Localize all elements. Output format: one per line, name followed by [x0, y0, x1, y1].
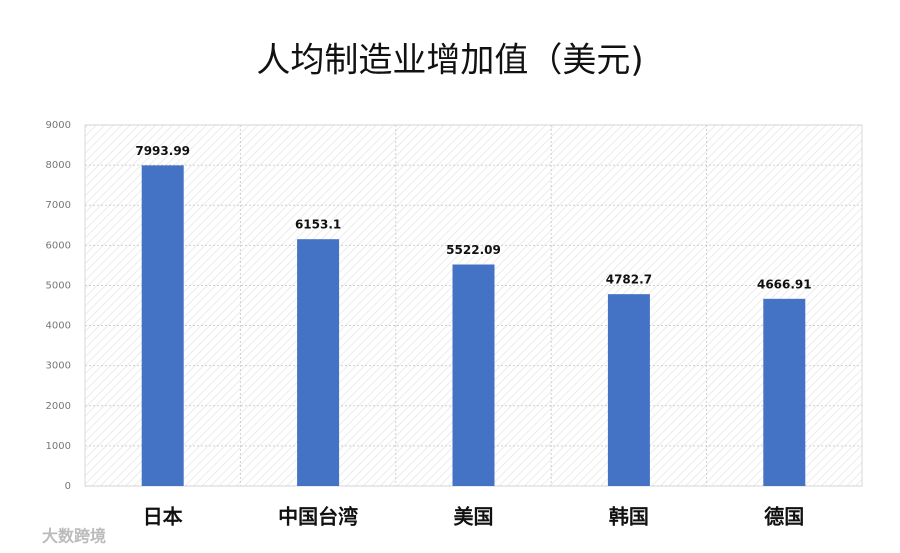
y-tick-label: 9000: [46, 120, 71, 131]
y-tick-label: 4000: [46, 321, 71, 332]
x-tick-label: 美国: [454, 505, 494, 529]
y-tick-label: 8000: [46, 160, 71, 171]
value-label: 4782.7: [606, 273, 652, 287]
x-tick-label: 德国: [764, 505, 804, 529]
chart-title: 人均制造业增加值（美元): [256, 41, 643, 81]
y-tick-label: 1000: [46, 441, 71, 452]
y-tick-label: 7000: [46, 200, 71, 211]
value-label: 4666.91: [757, 277, 812, 291]
bar: [452, 264, 495, 486]
value-label: 7993.99: [135, 144, 190, 158]
y-tick-label: 6000: [46, 240, 71, 251]
y-tick-label: 3000: [46, 361, 71, 372]
x-tick-label: 中国台湾: [278, 505, 358, 529]
value-label: 5522.09: [446, 243, 501, 257]
bar: [297, 239, 340, 486]
bar: [763, 298, 806, 486]
value-label: 6153.1: [295, 218, 341, 232]
watermark: 大数跨境: [42, 527, 106, 546]
x-tick-label: 日本: [143, 505, 183, 529]
bar: [607, 294, 650, 486]
y-tick-label: 5000: [46, 280, 71, 291]
y-tick-label: 0: [65, 481, 71, 492]
y-tick-label: 2000: [46, 401, 71, 412]
x-tick-label: 韩国: [609, 505, 649, 529]
bar: [141, 165, 184, 486]
